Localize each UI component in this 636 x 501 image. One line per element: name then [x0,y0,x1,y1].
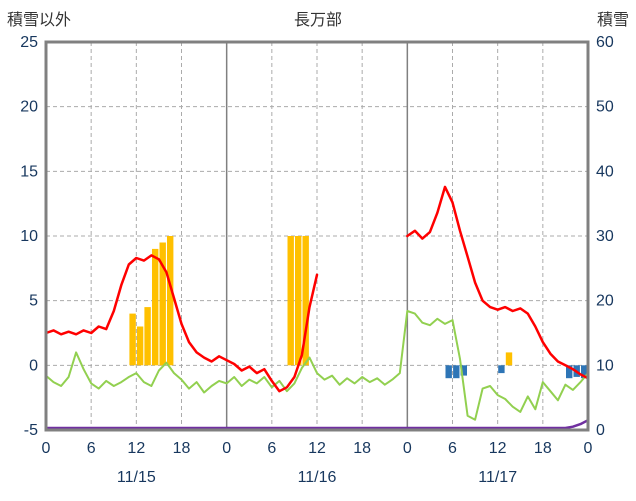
left-axis-tick: 0 [29,357,38,374]
hour-tick: 12 [127,440,145,457]
series-purple-line [44,418,590,430]
left-axis-tick: 15 [20,163,38,180]
left-axis-title: 積雪以外 [7,12,72,29]
series-blue-bars [445,365,588,379]
hour-tick: 12 [308,440,326,457]
hour-tick: 0 [42,440,51,457]
right-axis-tick: 60 [596,34,614,51]
hour-tick: 18 [173,440,191,457]
hour-tick: 12 [489,440,507,457]
right-axis-tick: 50 [596,99,614,116]
hour-tick: 6 [448,440,457,457]
left-axis-tick: -5 [24,422,38,439]
hour-tick: 18 [534,440,552,457]
gridlines [46,42,588,430]
series-green-line [45,310,589,421]
date-label: 11/17 [478,469,517,486]
right-axis-tick: 10 [596,357,614,374]
right-axis-tick: 20 [596,293,614,310]
left-axis-tick: 20 [20,99,38,116]
right-axis-tick: 40 [596,163,614,180]
right-axis-title: 積雪 [596,12,629,29]
chart-header: 長万部 積雪以外 積雪 [0,6,636,30]
hour-tick: 18 [353,440,371,457]
left-axis-tick: 10 [20,228,38,245]
hour-tick: 6 [267,440,276,457]
series-orange-bars [129,236,513,366]
left-axis-tick: 25 [20,34,38,51]
date-label: 11/16 [298,469,337,486]
right-axis-tick: 0 [596,422,605,439]
chart-title: 長万部 [293,12,342,29]
date-label: 11/15 [117,469,156,486]
left-axis-tick: 5 [29,293,38,310]
right-axis-tick: 30 [596,228,614,245]
hour-tick: 0 [584,440,593,457]
plot-frame [44,40,590,432]
hour-tick: 6 [87,440,96,457]
hour-tick: 0 [403,440,412,457]
hour-tick: 0 [222,440,231,457]
series-red-line [44,185,590,393]
